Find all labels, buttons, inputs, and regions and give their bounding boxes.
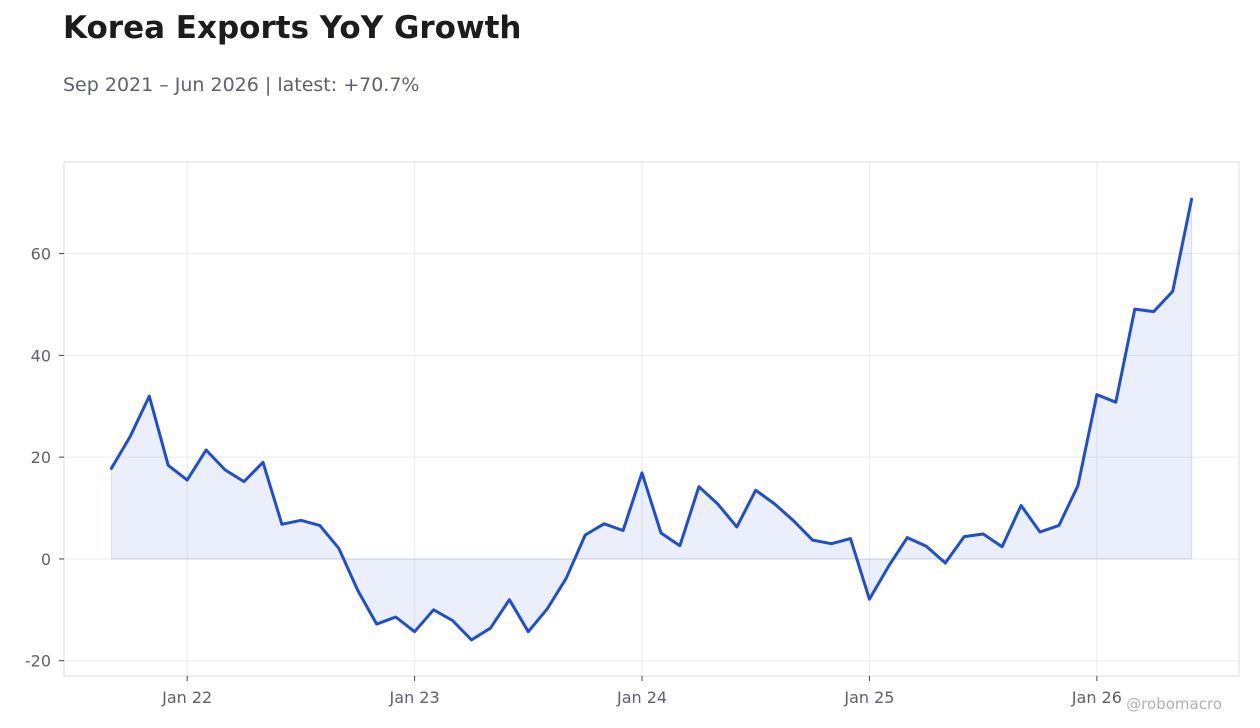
y-tick-label: 20 xyxy=(31,448,51,467)
x-tick-label: Jan 24 xyxy=(616,688,667,707)
y-tick-label: 40 xyxy=(31,346,51,365)
plot-frame xyxy=(63,161,1240,677)
chart-subtitle: Sep 2021 – Jun 2026 | latest: +70.7% xyxy=(63,74,420,96)
x-tick-label: Jan 25 xyxy=(843,688,894,707)
x-tick-label: Jan 23 xyxy=(389,688,440,707)
x-tick-label: Jan 22 xyxy=(161,688,212,707)
series-area xyxy=(110,199,1193,641)
y-axis: 60 40 20 0 -20 xyxy=(25,245,64,671)
x-axis: Jan 22 Jan 23 Jan 24 Jan 25 Jan 26 xyxy=(161,676,1122,707)
x-tick-label: Jan 26 xyxy=(1071,688,1122,707)
y-tick-label: 0 xyxy=(41,550,51,569)
area-layer xyxy=(110,199,1193,641)
grid xyxy=(64,162,1239,676)
series-line xyxy=(109,197,1194,642)
chart-title: Korea Exports YoY Growth xyxy=(63,10,522,46)
y-tick-label: -20 xyxy=(25,652,51,671)
line-layer xyxy=(109,197,1194,642)
y-tick-label: 60 xyxy=(31,245,51,264)
watermark: @robomacro xyxy=(1126,695,1222,713)
